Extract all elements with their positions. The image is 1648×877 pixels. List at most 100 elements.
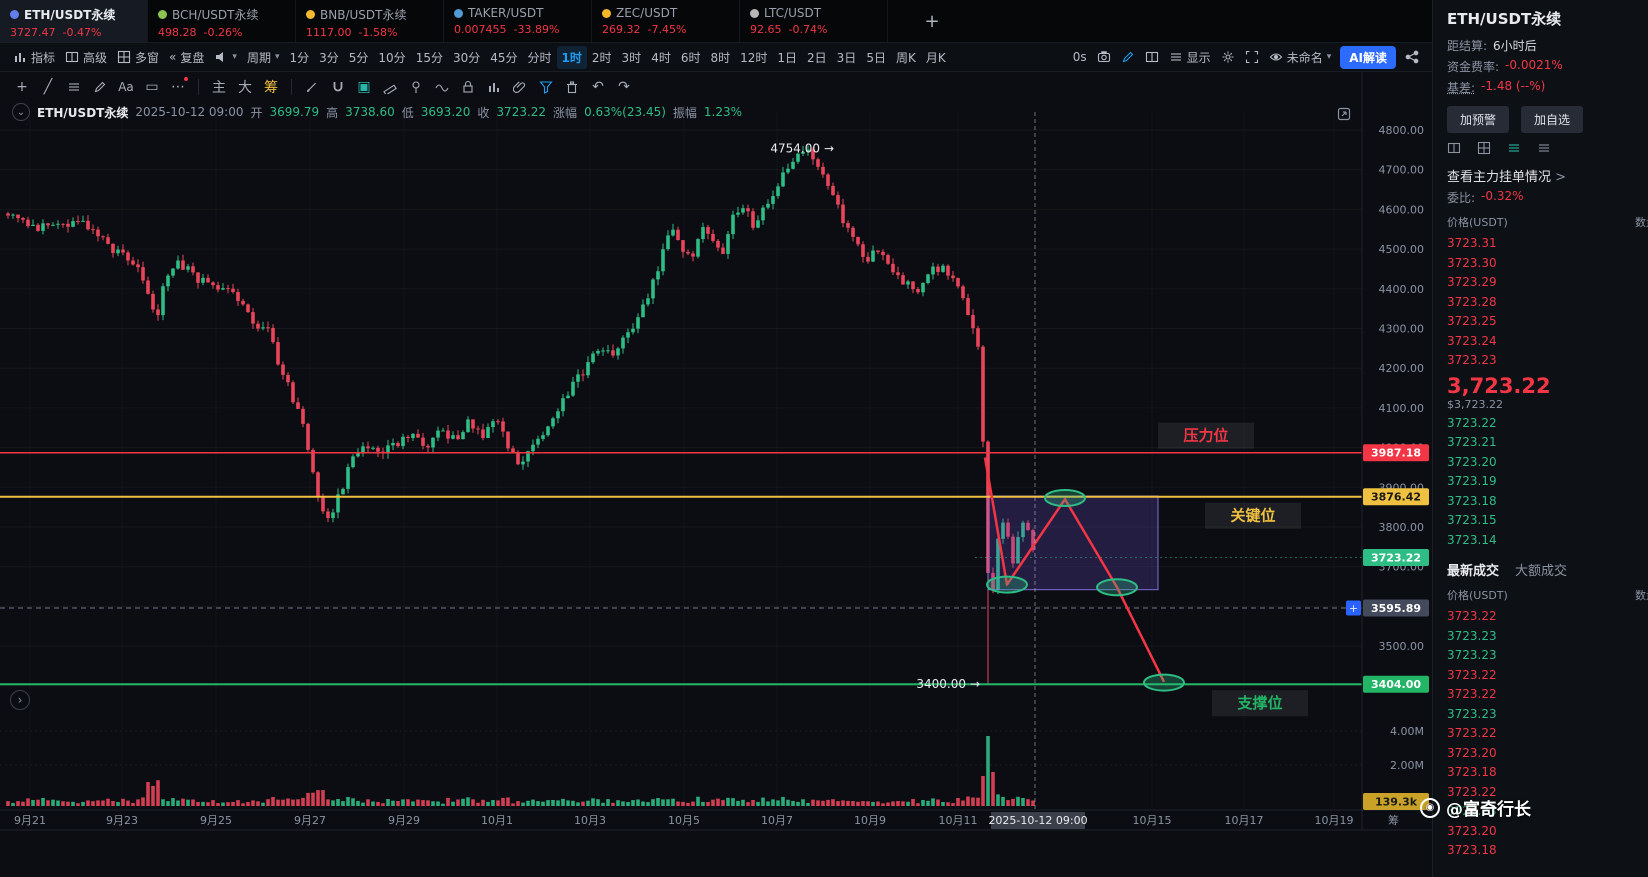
tab-symbol-row: TAKER/USDT [454,6,583,20]
timeframe-1日[interactable]: 1日 [777,50,798,65]
undo-icon[interactable]: ↶ [592,79,604,95]
orderbook-icon[interactable] [1507,141,1521,158]
symbol-tab[interactable]: ZEC/USDT 269.32 -7.45% [592,0,740,42]
bid-row[interactable]: 3723.15 [1447,513,1497,527]
svg-text:4800.00: 4800.00 [1379,124,1425,137]
timeframe-10分[interactable]: 10分 [378,50,406,65]
timeframe-2日[interactable]: 2日 [807,50,827,65]
trades-list-icon[interactable] [1537,141,1551,158]
timeframe-4时[interactable]: 4时 [651,50,671,65]
screenshot-button[interactable] [1092,47,1116,67]
tab-latest-trades[interactable]: 最新成交 [1447,564,1500,579]
display-menu[interactable]: 显示 [1164,46,1216,69]
layout-name-menu[interactable]: 未命名 ▾ [1264,46,1337,69]
symbol-tab[interactable]: BCH/USDT永续 498.28 -0.26% [148,0,296,42]
pencil-icon[interactable] [88,75,112,99]
main-chart-button[interactable]: 主 [212,80,226,96]
ask-row[interactable]: 3723.25 [1447,314,1497,328]
panel-split-icon[interactable] [1447,141,1461,158]
fullscreen-button[interactable] [1240,47,1264,67]
magnet-icon[interactable] [326,75,350,99]
replay-button[interactable]: «复盘 [164,46,209,69]
bid-row[interactable]: 3723.14 [1447,532,1497,547]
patterns-icon[interactable] [62,75,86,99]
main-orders-link[interactable]: 查看主力挂单情况 > [1447,166,1648,185]
period-menu[interactable]: 周期 ▾ [242,46,285,69]
filter-icon[interactable] [534,75,558,99]
ask-row[interactable]: 3723.31 [1447,236,1497,250]
timeframe-45分[interactable]: 45分 [490,50,518,65]
layout-button[interactable] [1140,47,1164,67]
bid-row[interactable]: 3723.19 [1447,474,1497,488]
timeframe-1分[interactable]: 1分 [289,50,310,65]
ask-row[interactable]: 3723.23 [1447,353,1497,367]
tab-large-trades[interactable]: 大额成交 [1515,564,1568,579]
candlestick-chart[interactable]: 4800.00 4700.00 4600.00 4500.00 4400.00 4300.… [0,72,1432,877]
region-select-icon[interactable]: ▣ [357,79,371,95]
large-chart-button[interactable]: 大 [238,80,252,96]
symbol-tab[interactable]: ETH/USDT永续 3727.47 -0.47% [0,0,148,42]
ai-analysis-button[interactable]: AI解读 [1340,45,1396,69]
bid-row[interactable]: 3723.22 [1447,415,1497,430]
trash-icon[interactable] [560,75,584,99]
timeframe-6时[interactable]: 6时 [680,50,701,65]
clip-icon[interactable] [508,75,532,99]
advanced-button[interactable]: 高级 [60,46,112,69]
timeframe-3时[interactable]: 3时 [621,50,642,65]
redo-icon[interactable]: ↷ [618,79,630,95]
timeframe-12时[interactable]: 12时 [740,50,768,65]
sound-button[interactable]: ▾ [209,47,242,67]
bid-row[interactable]: 3723.20 [1447,454,1497,469]
crosshair-icon[interactable]: + [16,79,28,95]
timeframe-5分[interactable]: 5分 [348,50,369,65]
wave-icon[interactable] [430,75,454,99]
sidebar-buttons: 加预警 加自选 [1447,106,1648,133]
volume-pane-expand-icon[interactable]: › [10,690,30,710]
ask-row[interactable]: 3723.30 [1447,255,1497,270]
add-alert-button[interactable]: 加预警 [1447,106,1510,133]
symbol-tab[interactable]: LTC/USDT 92.65 -0.74% [740,0,888,42]
timeframe-周K[interactable]: 周K [895,50,916,65]
stats-icon[interactable] [482,75,506,99]
settings-button[interactable] [1216,47,1240,67]
timeframe-5日[interactable]: 5日 [866,50,886,65]
ask-row[interactable]: 3723.28 [1447,294,1497,309]
bid-row[interactable]: 3723.18 [1447,493,1497,508]
symbol-tab[interactable]: TAKER/USDT 0.007455 -33.89% [444,0,592,42]
add-watchlist-button[interactable]: 加自选 [1521,106,1584,133]
timeframe-3分[interactable]: 3分 [319,50,339,65]
ask-row[interactable]: 3723.29 [1447,275,1497,289]
pin-icon[interactable] [404,75,428,99]
indicators-button-label: 指标 [31,50,56,65]
popout-chart-icon[interactable] [1337,106,1351,125]
chips-button[interactable]: 筹 [264,80,278,96]
text-tool-icon[interactable]: Aa [118,80,134,94]
ask-row[interactable]: 3723.24 [1447,333,1497,348]
trendline-icon[interactable]: ╱ [43,79,53,95]
symbol-tab[interactable]: BNB/USDT永续 1117.00 -1.58% [296,0,444,42]
timeframe-1时[interactable]: 1时 [556,45,587,69]
bid-row[interactable]: 3723.21 [1447,435,1497,449]
price-chart[interactable]: 4800.00 4700.00 4600.00 4500.00 4400.00 4300.… [0,72,1432,877]
panel-grid-icon[interactable] [1477,141,1491,158]
more-tools-icon[interactable]: ⋯ [166,75,190,99]
share-button[interactable] [1400,47,1424,67]
timeframe-月K[interactable]: 月K [925,50,946,65]
indicators-button[interactable]: 指标 [8,46,60,69]
timeframe-30分[interactable]: 30分 [452,50,481,65]
collapse-chevron-icon[interactable]: ⌄ [12,103,30,121]
trade-row: 3723.22 [1447,726,1497,740]
add-tab-button[interactable]: + [924,10,940,32]
timeframe-15分[interactable]: 15分 [415,50,443,65]
shape-tool-icon[interactable]: ▭ [145,79,159,95]
timeframe-分时[interactable]: 分时 [527,50,552,65]
ruler-icon[interactable] [378,75,402,99]
lock-icon[interactable] [456,75,480,99]
timeframe-8时[interactable]: 8时 [710,50,731,65]
multi-window-button[interactable]: 多窗 [112,46,164,69]
draw-button[interactable] [1116,47,1140,67]
interval-0s[interactable]: 0s [1068,47,1092,67]
timeframe-2时[interactable]: 2时 [591,50,612,65]
brush-icon[interactable] [300,75,324,99]
timeframe-3日[interactable]: 3日 [836,50,857,65]
